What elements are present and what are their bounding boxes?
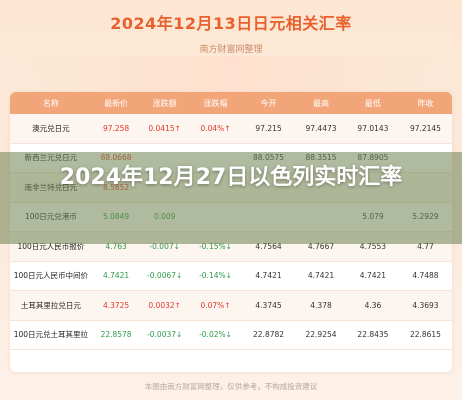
cell-high: 22.9254 xyxy=(295,320,347,350)
page-subtitle: 南方财富网整理 xyxy=(199,45,263,55)
cell-pct: 0.04%↑ xyxy=(188,114,243,144)
table-row: 澳元兑日元 97.258 0.0415↑ 0.04%↑ 97.215 97.4473 97.… xyxy=(10,114,452,144)
cell-latest: 4.3725 xyxy=(91,290,141,321)
cell-low: 97.0143 xyxy=(346,114,399,144)
cell-pct: -0.14%↓ xyxy=(188,261,243,291)
table-row: 100日元人民币中间价 4.7421 -0.0067↓ -0.14%↓ 4.7421 4.… xyxy=(10,261,452,291)
cell-latest: 97.258 xyxy=(91,114,141,144)
cell-low: 22.8435 xyxy=(346,320,399,350)
cell-high: 4.378 xyxy=(295,290,347,321)
overlay-band xyxy=(0,152,462,244)
footer-note: 本图由南方财富网整理，仅供参考，不构成投资建议 xyxy=(144,382,318,391)
cell-change: 0.0032↑ xyxy=(140,290,189,321)
cell-latest: 4.7421 xyxy=(91,261,141,291)
cell-high: 4.7421 xyxy=(295,261,347,291)
cell-prev: 22.8615 xyxy=(398,320,452,350)
cell-change: -0.0037↓ xyxy=(140,320,189,350)
column-header-prev: 昨收 xyxy=(398,92,452,114)
column-header-open: 今开 xyxy=(242,92,296,114)
cell-open: 97.215 xyxy=(242,114,296,144)
column-header-latest: 最新价 xyxy=(91,92,141,114)
cell-latest: 22.8578 xyxy=(91,320,141,350)
column-header-pct: 涨跌幅 xyxy=(188,92,243,114)
cell-change: -0.0067↓ xyxy=(140,261,189,291)
cell-prev: 4.3693 xyxy=(398,290,452,321)
cell-pct: 0.07%↑ xyxy=(188,290,243,321)
table-row: 100日元兑土耳其里拉 22.8578 -0.0037↓ -0.02%↓ 22.8782… xyxy=(10,320,452,350)
cell-name: 澳元兑日元 xyxy=(10,114,92,144)
cell-pct: -0.02%↓ xyxy=(188,320,243,350)
cell-prev: 4.7488 xyxy=(398,261,452,291)
column-header-change: 涨跌额 xyxy=(140,92,189,114)
table-header-row: 名称 最新价 涨跌额 涨跌幅 今开 最高 最低 昨收 xyxy=(10,92,452,114)
column-header-name: 名称 xyxy=(10,92,92,114)
table-row: 土耳其里拉兑日元 4.3725 0.0032↑ 0.07%↑ 4.3745 4.378 4.… xyxy=(10,290,452,321)
cell-low: 4.36 xyxy=(346,290,399,321)
cell-change: 0.0415↑ xyxy=(140,114,189,144)
column-header-high: 最高 xyxy=(295,92,347,114)
hero-graphic xyxy=(22,56,440,96)
cell-open: 22.8782 xyxy=(242,320,296,350)
overlay-title: 2024年12月27日以色列实时汇率 xyxy=(59,165,403,190)
cell-name: 土耳其里拉兑日元 xyxy=(10,290,92,321)
cell-high: 97.4473 xyxy=(295,114,347,144)
page-title: 2024年12月13日日元相关汇率 xyxy=(110,14,352,33)
cell-open: 4.3745 xyxy=(242,290,296,321)
cell-name: 100日元人民币中间价 xyxy=(10,261,92,291)
cell-low: 4.7421 xyxy=(346,261,399,291)
cell-open: 4.7421 xyxy=(242,261,296,291)
column-header-low: 最低 xyxy=(346,92,399,114)
cell-name: 100日元兑土耳其里拉 xyxy=(10,320,92,350)
cell-prev: 97.2145 xyxy=(398,114,452,144)
